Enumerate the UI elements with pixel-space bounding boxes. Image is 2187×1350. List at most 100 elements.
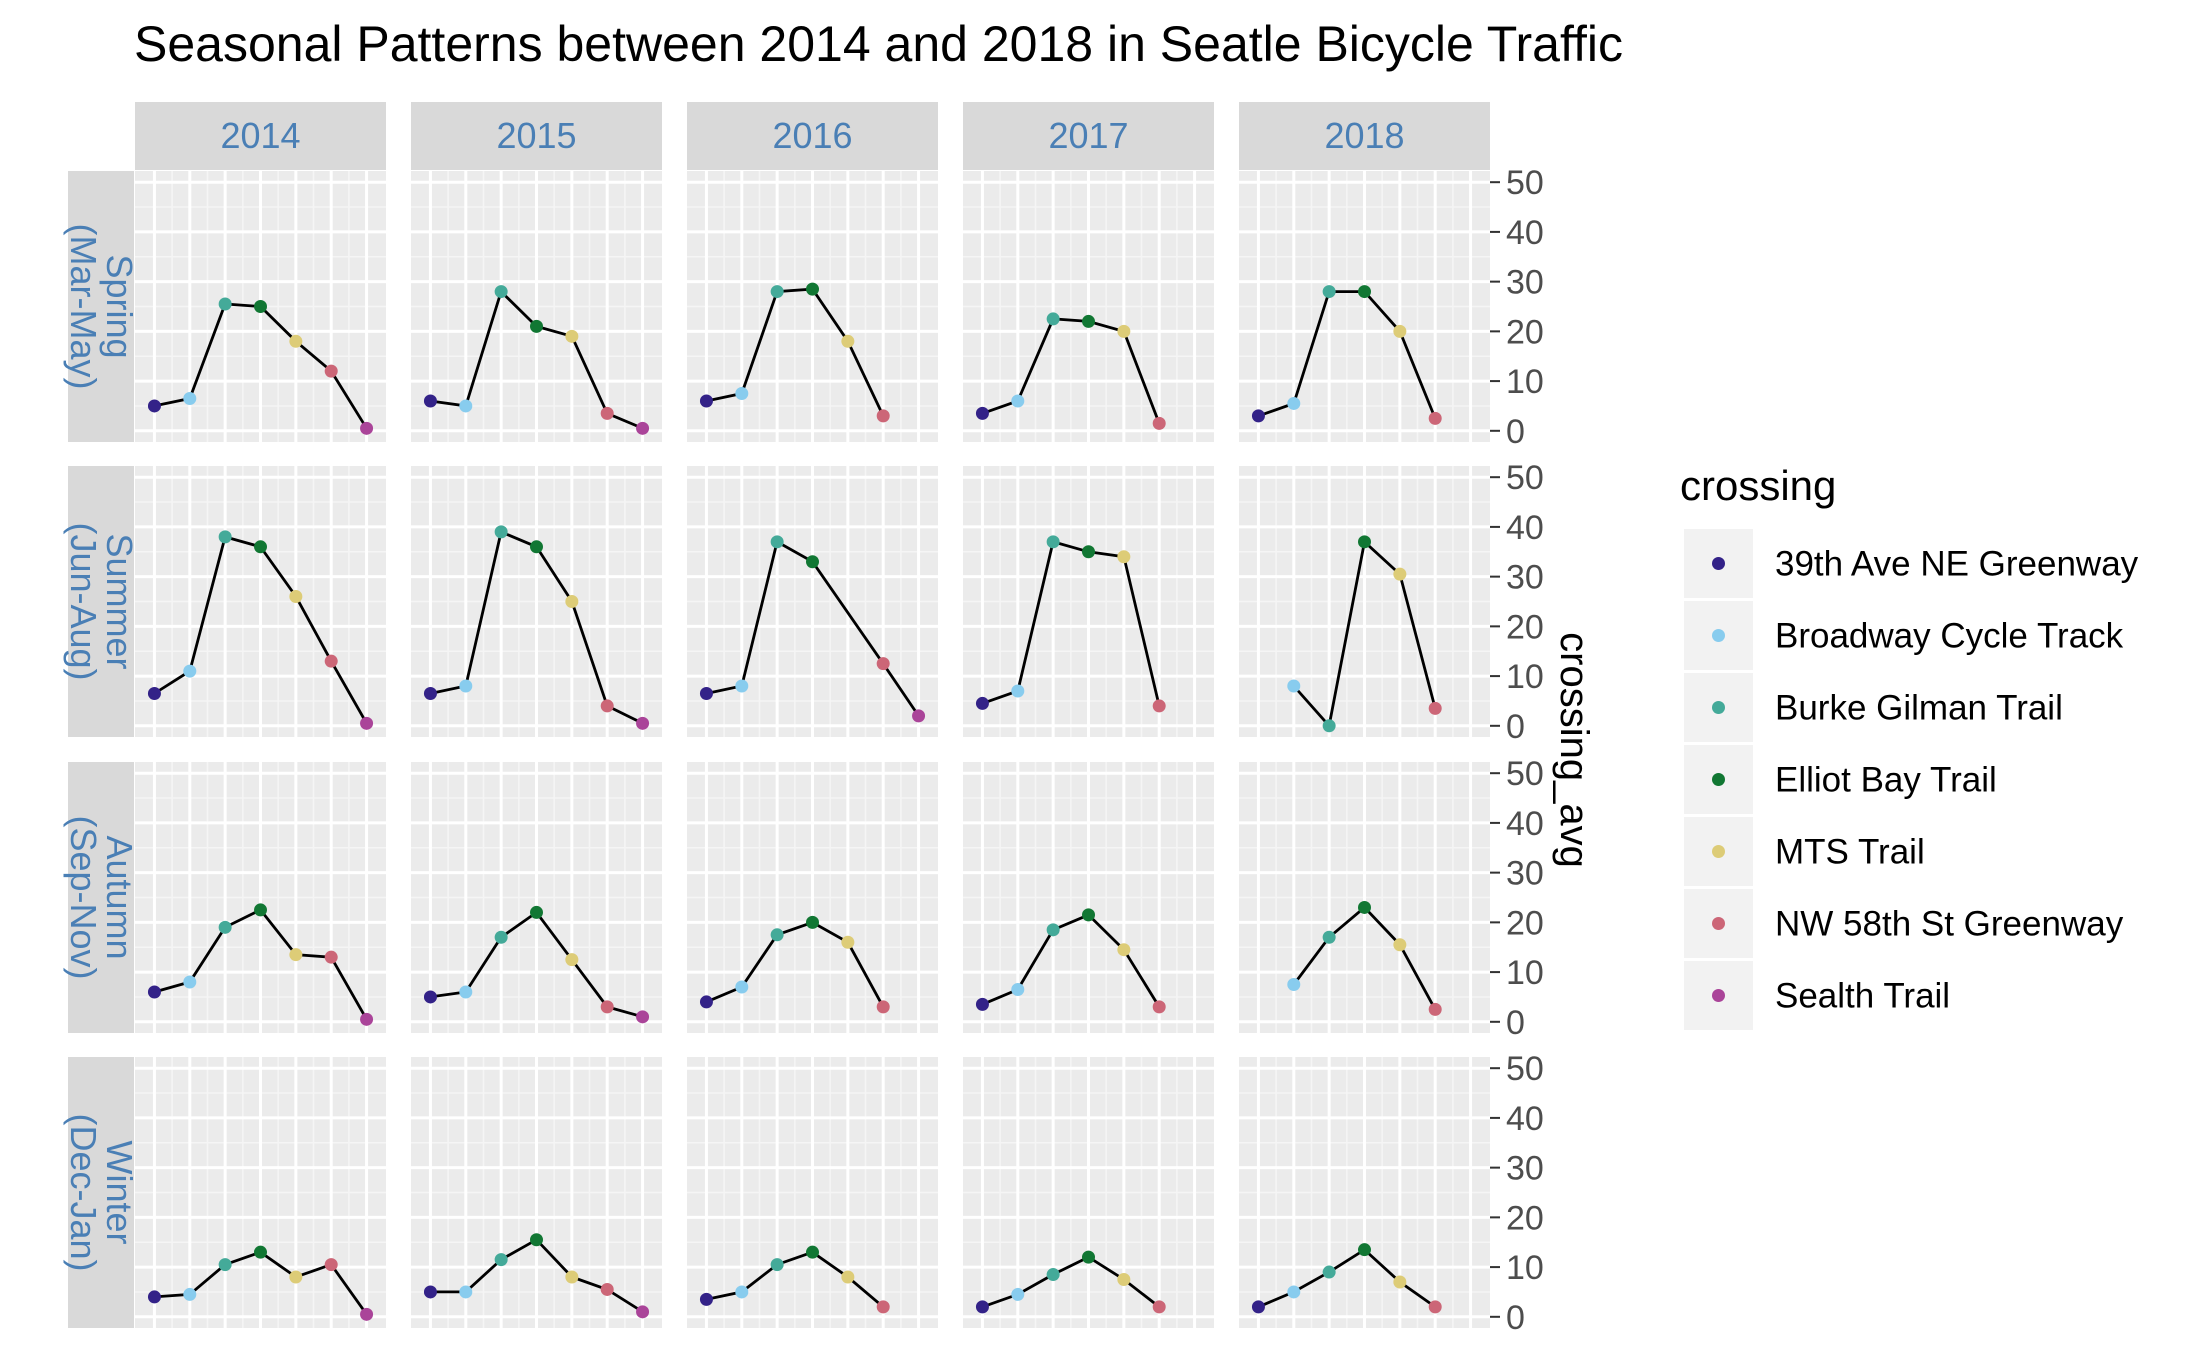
year-strip-label: 2018 xyxy=(1324,115,1404,156)
point-broadway-cycle-track xyxy=(1011,1287,1025,1301)
point-broadway-cycle-track xyxy=(183,975,197,989)
point-mts-trail xyxy=(841,935,855,949)
panel-2015-row2 xyxy=(411,762,662,1033)
year-strip-label: 2016 xyxy=(772,115,852,156)
point-elliot-bay-trail xyxy=(1358,900,1371,914)
point-mts-trail xyxy=(289,1270,303,1284)
y-tick-label: 20 xyxy=(1506,904,1544,942)
point-burke-gilman-trail xyxy=(494,930,508,944)
point-nw-58th-st-greenway xyxy=(600,1000,614,1014)
y-tick-label: 0 xyxy=(1506,1004,1525,1042)
point-burke-gilman-trail xyxy=(770,928,784,942)
point-burke-gilman-trail xyxy=(218,920,232,934)
y-tick-label: 20 xyxy=(1506,608,1544,646)
season-strip-label: Winter(Dec-Jan) xyxy=(63,1113,140,1271)
point-broadway-cycle-track xyxy=(1287,1285,1301,1299)
point-broadway-cycle-track xyxy=(1011,684,1025,698)
point-mts-trail xyxy=(841,1270,855,1284)
y-tick-label: 30 xyxy=(1506,264,1544,302)
point-sealth-trail xyxy=(360,1012,374,1026)
season-strip-0: Spring(Mar-May) xyxy=(63,171,140,442)
point-mts-trail xyxy=(1393,1275,1407,1289)
point-broadway-cycle-track xyxy=(459,985,473,999)
legend-item-burke-gilman-trail: Burke Gilman Trail xyxy=(1684,673,2063,742)
point-burke-gilman-trail xyxy=(770,285,784,299)
point-mts-trail xyxy=(1117,324,1131,338)
point-mts-trail xyxy=(1393,567,1407,581)
point-39th-ave-ne-greenway xyxy=(699,686,713,700)
year-strip-2016: 2016 xyxy=(687,102,938,170)
y-tick-label: 10 xyxy=(1506,658,1544,696)
point-broadway-cycle-track xyxy=(183,664,197,678)
y-axes-layer: 0 10 20 30 40 50 0 10 20 30 40 50 0 10 20 30 40 50 0 10 20 30… xyxy=(1490,164,1544,1337)
year-strip-bg xyxy=(1239,102,1490,170)
point-sealth-trail xyxy=(360,716,374,730)
point-sealth-trail xyxy=(912,709,926,723)
legend-item-mts-trail: MTS Trail xyxy=(1684,817,1925,886)
panel-2016-row1 xyxy=(687,466,938,737)
point-elliot-bay-trail xyxy=(1082,545,1095,559)
legend-key-point xyxy=(1712,989,1725,1002)
legend-item-broadway-cycle-track: Broadway Cycle Track xyxy=(1684,601,2124,670)
y-tick-label: 40 xyxy=(1506,214,1544,252)
point-39th-ave-ne-greenway xyxy=(699,995,713,1009)
point-39th-ave-ne-greenway xyxy=(147,399,161,413)
point-broadway-cycle-track xyxy=(735,387,749,401)
y-tick-label: 40 xyxy=(1506,1100,1544,1138)
year-strip-bg xyxy=(135,102,386,170)
point-nw-58th-st-greenway xyxy=(876,657,890,671)
point-39th-ave-ne-greenway xyxy=(699,394,713,408)
point-burke-gilman-trail xyxy=(494,285,508,299)
point-nw-58th-st-greenway xyxy=(324,654,338,668)
legend: crossing 39th Ave NE Greenway Broadway Cy… xyxy=(1680,462,2139,1030)
y-tick-label: 30 xyxy=(1506,1150,1544,1188)
legend-item-sealth-trail: Sealth Trail xyxy=(1684,961,1950,1030)
panel-2018-row1 xyxy=(1239,466,1490,737)
point-broadway-cycle-track xyxy=(183,1287,197,1301)
point-nw-58th-st-greenway xyxy=(876,409,890,423)
panel-2016-row0 xyxy=(687,171,938,442)
point-broadway-cycle-track xyxy=(1011,982,1025,996)
legend-key-point xyxy=(1712,845,1725,858)
y-tick-label: 10 xyxy=(1506,954,1544,992)
point-elliot-bay-trail xyxy=(1358,535,1371,549)
point-burke-gilman-trail xyxy=(218,1258,232,1272)
legend-key-point xyxy=(1712,701,1725,714)
point-39th-ave-ne-greenway xyxy=(1251,1300,1265,1314)
season-strip-label: Spring(Mar-May) xyxy=(63,224,140,390)
point-elliot-bay-trail xyxy=(254,300,267,313)
year-strip-label: 2014 xyxy=(220,115,300,156)
year-strip-2014: 2014 xyxy=(135,102,386,170)
point-elliot-bay-trail xyxy=(254,903,267,917)
point-elliot-bay-trail xyxy=(806,1245,819,1259)
point-nw-58th-st-greenway xyxy=(600,699,614,713)
point-broadway-cycle-track xyxy=(735,980,749,994)
point-burke-gilman-trail xyxy=(1046,535,1060,549)
point-burke-gilman-trail xyxy=(494,1253,508,1267)
point-mts-trail xyxy=(565,1270,579,1284)
point-39th-ave-ne-greenway xyxy=(147,1290,161,1304)
point-39th-ave-ne-greenway xyxy=(975,406,989,420)
panel-2015-row1 xyxy=(411,466,662,737)
legend-label: Burke Gilman Trail xyxy=(1775,689,2063,728)
point-burke-gilman-trail xyxy=(218,530,232,544)
y-axis-row1: 0 10 20 30 40 50 xyxy=(1490,459,1544,746)
season-strip-bg xyxy=(68,1057,134,1328)
point-broadway-cycle-track xyxy=(1011,394,1025,408)
point-elliot-bay-trail xyxy=(1082,1250,1095,1264)
panel-2015-row3 xyxy=(411,1057,662,1328)
season-strip-2: Autumn(Sep-Nov) xyxy=(63,762,140,1033)
point-39th-ave-ne-greenway xyxy=(699,1292,713,1306)
season-strip-label: Summer(Jun-Aug) xyxy=(63,522,140,680)
year-strip-bg xyxy=(963,102,1214,170)
season-strip-1: Summer(Jun-Aug) xyxy=(63,466,140,737)
point-elliot-bay-trail xyxy=(530,905,543,919)
point-39th-ave-ne-greenway xyxy=(423,990,437,1004)
legend-label: MTS Trail xyxy=(1775,833,1925,872)
point-nw-58th-st-greenway xyxy=(600,1282,614,1296)
point-nw-58th-st-greenway xyxy=(876,1300,890,1314)
year-strip-label: 2017 xyxy=(1048,115,1128,156)
season-strip-bg xyxy=(68,171,134,442)
point-39th-ave-ne-greenway xyxy=(147,985,161,999)
y-tick-label: 20 xyxy=(1506,1199,1544,1237)
